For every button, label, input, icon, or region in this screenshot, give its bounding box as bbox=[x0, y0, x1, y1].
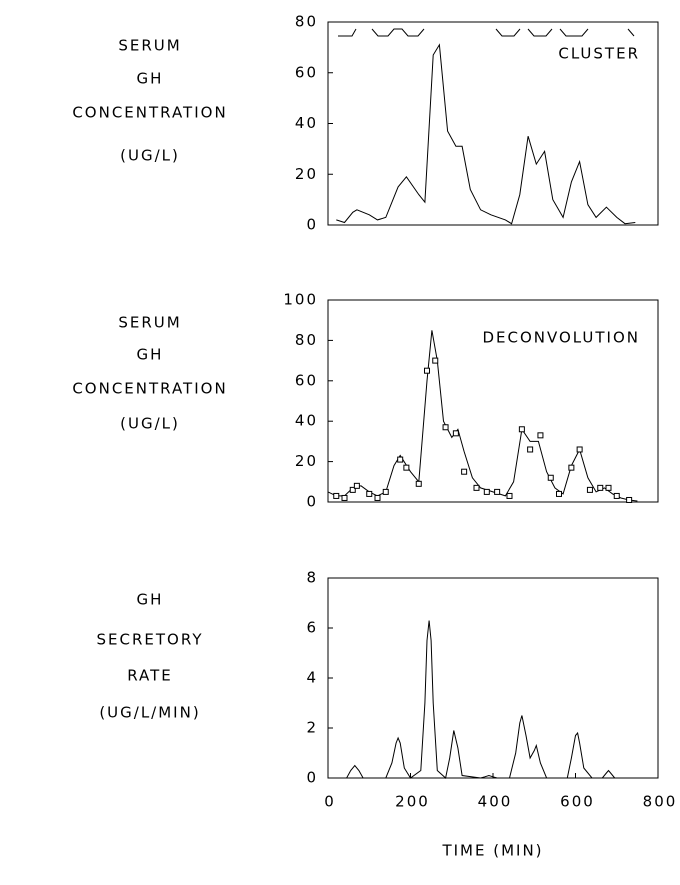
y-axis-label: (UG/L) bbox=[120, 415, 180, 433]
y-tick-label: 0 bbox=[306, 493, 318, 511]
data-point bbox=[547, 474, 554, 481]
y-tick-label: 0 bbox=[306, 216, 318, 234]
annotation: CLUSTER bbox=[558, 45, 640, 63]
y-axis-label: GH bbox=[137, 591, 164, 609]
cluster-marks bbox=[338, 28, 635, 37]
data-line bbox=[327, 330, 638, 502]
data-line bbox=[336, 43, 636, 225]
data-point bbox=[626, 496, 633, 503]
data-point bbox=[483, 488, 490, 495]
y-axis-label: (UG/L) bbox=[120, 147, 180, 165]
y-tick-label: 40 bbox=[295, 114, 318, 132]
x-tick-label: 800 bbox=[643, 793, 678, 811]
y-axis-label: GH bbox=[137, 70, 164, 88]
y-tick-label: 20 bbox=[295, 452, 318, 470]
y-tick-label: 40 bbox=[295, 412, 318, 430]
data-point bbox=[374, 494, 381, 501]
data-point bbox=[613, 492, 620, 499]
data-point bbox=[494, 488, 501, 495]
data-point bbox=[442, 424, 449, 431]
data-point bbox=[397, 456, 404, 463]
data-point bbox=[333, 492, 340, 499]
annotation: DECONVOLUTION bbox=[482, 329, 640, 347]
y-axis-label: SECRETORY bbox=[97, 631, 204, 649]
y-axis-label: GH bbox=[137, 346, 164, 364]
data-point bbox=[597, 484, 604, 491]
data-point bbox=[527, 446, 534, 453]
data-line bbox=[328, 620, 638, 779]
y-axis-label: SERUM bbox=[118, 314, 181, 332]
data-point bbox=[424, 367, 430, 374]
plot-frame bbox=[327, 577, 659, 779]
y-axis-label: CONCENTRATION bbox=[72, 104, 227, 122]
x-axis-label: TIME (MIN) bbox=[441, 842, 543, 860]
data-point bbox=[556, 490, 562, 497]
data-point bbox=[473, 484, 480, 491]
data-point bbox=[415, 480, 422, 487]
y-tick-label: 100 bbox=[283, 291, 318, 309]
y-tick-label: 2 bbox=[306, 719, 318, 737]
data-point bbox=[353, 482, 360, 489]
data-point bbox=[605, 484, 612, 491]
y-axis-label: CONCENTRATION bbox=[72, 380, 227, 398]
x-tick-label: 400 bbox=[478, 793, 513, 811]
y-tick-label: 80 bbox=[295, 331, 318, 349]
data-point bbox=[452, 430, 459, 437]
plot-frame bbox=[327, 299, 659, 503]
y-tick-label: 0 bbox=[306, 769, 318, 787]
y-axis-label: (UG/L/MIN) bbox=[99, 704, 200, 722]
data-point bbox=[432, 357, 439, 364]
y-tick-label: 6 bbox=[306, 619, 318, 637]
data-point bbox=[586, 486, 593, 493]
data-point bbox=[461, 468, 468, 475]
data-point bbox=[518, 426, 525, 433]
data-point bbox=[506, 492, 513, 499]
data-point bbox=[403, 464, 410, 471]
y-axis-label: SERUM bbox=[118, 37, 181, 55]
y-tick-label: 8 bbox=[306, 569, 318, 587]
data-point bbox=[349, 486, 356, 493]
x-tick-label: 200 bbox=[395, 793, 430, 811]
data-point bbox=[576, 446, 583, 453]
data-point bbox=[366, 490, 373, 497]
data-point bbox=[341, 494, 348, 501]
x-tick-label: 0 bbox=[324, 793, 336, 811]
y-axis-label: RATE bbox=[127, 667, 173, 685]
y-tick-label: 4 bbox=[306, 669, 318, 687]
data-point bbox=[568, 464, 575, 471]
y-tick-label: 60 bbox=[295, 63, 318, 81]
data-point bbox=[537, 432, 544, 439]
y-tick-label: 60 bbox=[295, 371, 318, 389]
y-tick-label: 80 bbox=[295, 13, 318, 31]
x-tick-label: 600 bbox=[560, 793, 595, 811]
y-tick-label: 20 bbox=[295, 165, 318, 183]
data-point bbox=[382, 488, 389, 495]
